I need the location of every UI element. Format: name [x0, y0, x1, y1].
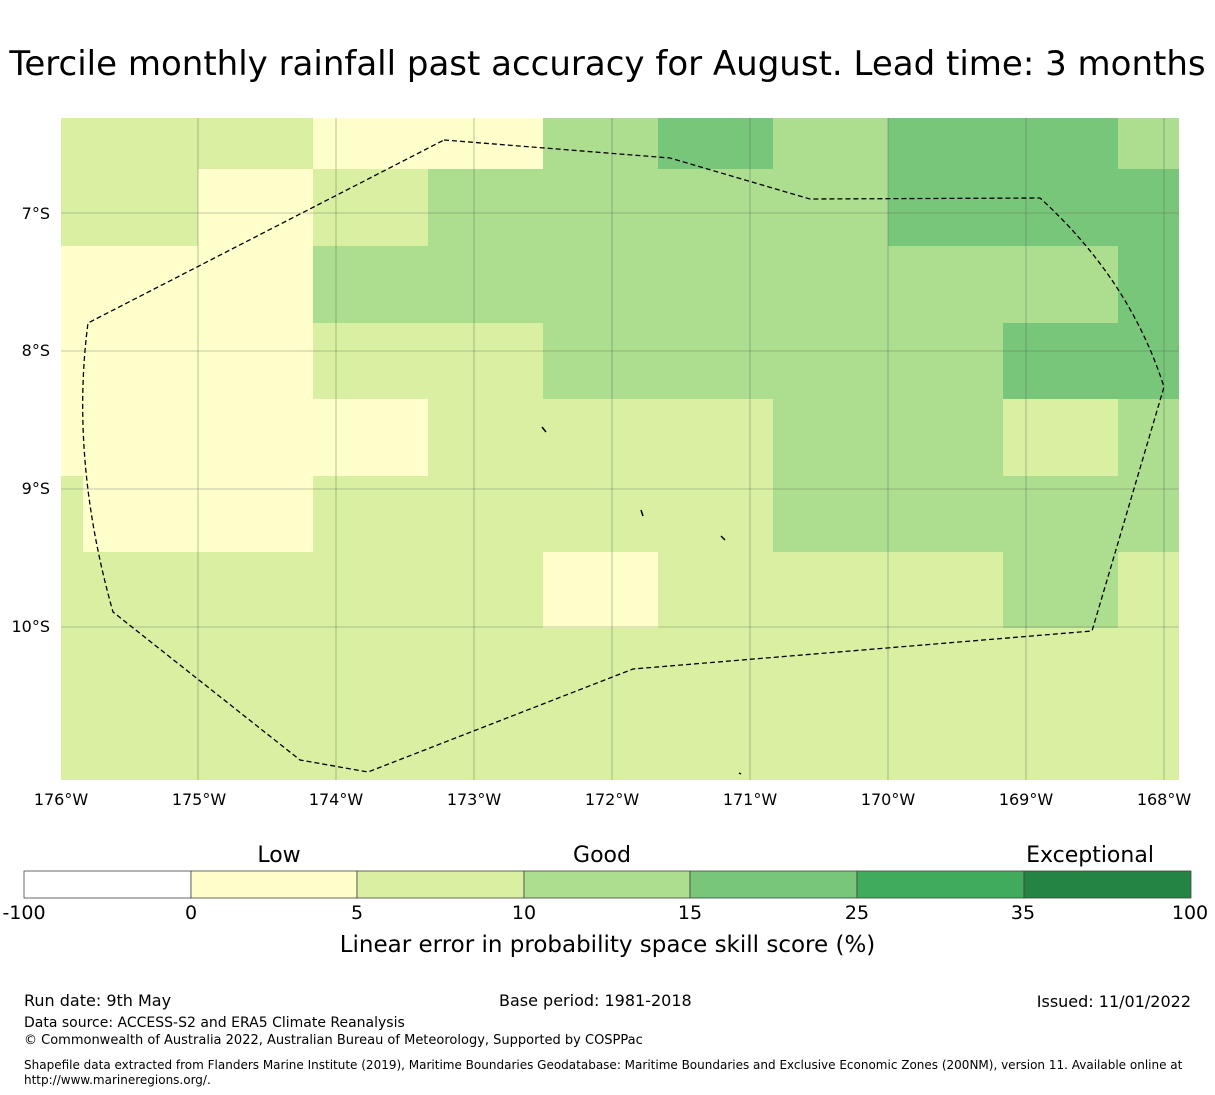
lat-label: 10°S — [11, 617, 50, 636]
lat-label: 9°S — [21, 479, 50, 498]
skill-cell — [773, 118, 888, 169]
eez-boundary — [82, 139, 1165, 773]
skill-cells — [61, 118, 1179, 780]
lon-label: 175°W — [171, 790, 227, 809]
islands — [541, 426, 742, 775]
issued-date: Issued: 11/01/2022 — [1036, 992, 1191, 1011]
skill-cell — [543, 552, 658, 628]
island — [720, 535, 726, 541]
skill-cell — [313, 399, 428, 476]
copyright: © Commonwealth of Australia 2022, Austra… — [24, 1033, 643, 1048]
skill-cell — [888, 118, 1118, 169]
colorbar-tick: 10 — [511, 902, 537, 924]
colorbar-tick: 0 — [184, 902, 198, 924]
run-date: Run date: 9th May — [24, 991, 172, 1010]
skill-cell — [198, 169, 313, 246]
colorbar-segment — [23, 870, 192, 899]
colorbar-tick: 15 — [677, 902, 703, 924]
island — [738, 772, 742, 775]
gridlines — [61, 118, 1179, 780]
colorbar-segment — [1023, 870, 1192, 899]
colorbar-tick: 25 — [844, 902, 870, 924]
legend-category-exceptional: Exceptional — [1026, 843, 1154, 868]
lat-label: 7°S — [21, 204, 50, 223]
skill-cell — [1118, 118, 1179, 169]
skill-cell — [313, 246, 1118, 323]
lon-label: 174°W — [308, 790, 364, 809]
lat-label: 8°S — [21, 341, 50, 360]
skill-cell — [543, 323, 1003, 399]
colorbar-tick: 100 — [1171, 902, 1209, 924]
map-title: Tercile monthly rainfall past accuracy f… — [9, 44, 1206, 84]
lon-label: 172°W — [584, 790, 640, 809]
lon-label: 169°W — [998, 790, 1054, 809]
base-period: Base period: 1981-2018 — [499, 991, 692, 1010]
legend-category-good: Good — [573, 843, 631, 868]
island — [640, 509, 644, 517]
data-source: Data source: ACCESS-S2 and ERA5 Climate … — [24, 1015, 405, 1031]
skill-cell — [888, 169, 1179, 246]
lon-label: 171°W — [722, 790, 778, 809]
island — [541, 426, 547, 433]
colorbar-title: Linear error in probability space skill … — [339, 932, 876, 958]
colorbar-segment — [190, 870, 358, 899]
lon-label: 173°W — [446, 790, 502, 809]
colorbar-segment — [689, 870, 858, 899]
colorbar-tick: -100 — [2, 902, 46, 924]
colorbar-tick: 35 — [1010, 902, 1036, 924]
colorbar-segment — [523, 870, 691, 899]
lon-label: 168°W — [1136, 790, 1192, 809]
skill-cell — [1118, 246, 1179, 323]
skill-cell — [1003, 552, 1118, 628]
lon-label: 170°W — [860, 790, 916, 809]
colorbar-segment — [856, 870, 1025, 899]
skill-cell — [658, 118, 773, 169]
skill-cell — [313, 118, 543, 169]
skill-cell — [61, 246, 313, 476]
shapefile-credit: Shapefile data extracted from Flanders M… — [24, 1058, 1183, 1087]
lon-label: 176°W — [33, 790, 89, 809]
colorbar-segment — [356, 870, 525, 899]
skill-cell — [1003, 476, 1179, 552]
colorbar-tick: 5 — [350, 902, 364, 924]
legend-category-low: Low — [257, 843, 301, 868]
colorbar — [23, 870, 1192, 899]
skill-cell — [543, 118, 658, 169]
skill-cell — [428, 169, 888, 246]
skill-cell — [1003, 323, 1179, 399]
